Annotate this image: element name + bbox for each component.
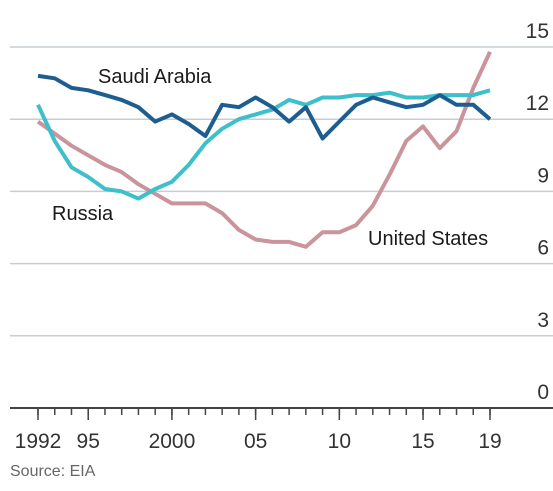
y-tick-label: 9 [537, 164, 549, 187]
source: Source: EIA [10, 463, 96, 480]
x-tick-label: 19 [478, 430, 501, 453]
series-label: United States [368, 228, 488, 250]
series-line [37, 73, 492, 141]
y-tick-label: 15 [526, 20, 549, 43]
x-tick-label: 95 [77, 430, 100, 453]
y-tick-label: 12 [526, 92, 549, 115]
x-tick-label: 05 [244, 430, 267, 453]
x-tick-label: 15 [411, 430, 434, 453]
series-label: Russia [52, 203, 114, 225]
x-tick-label: 1992 [15, 430, 62, 453]
x-tick-label: 10 [328, 430, 351, 453]
x-tick-label: 2000 [149, 430, 196, 453]
y-tick-label: 6 [537, 237, 549, 260]
series-line [36, 88, 491, 201]
series-label: Saudi Arabia [98, 66, 212, 88]
series-line [36, 50, 492, 249]
y-tick-label: 0 [537, 381, 549, 404]
y-tick-label: 3 [537, 309, 549, 332]
